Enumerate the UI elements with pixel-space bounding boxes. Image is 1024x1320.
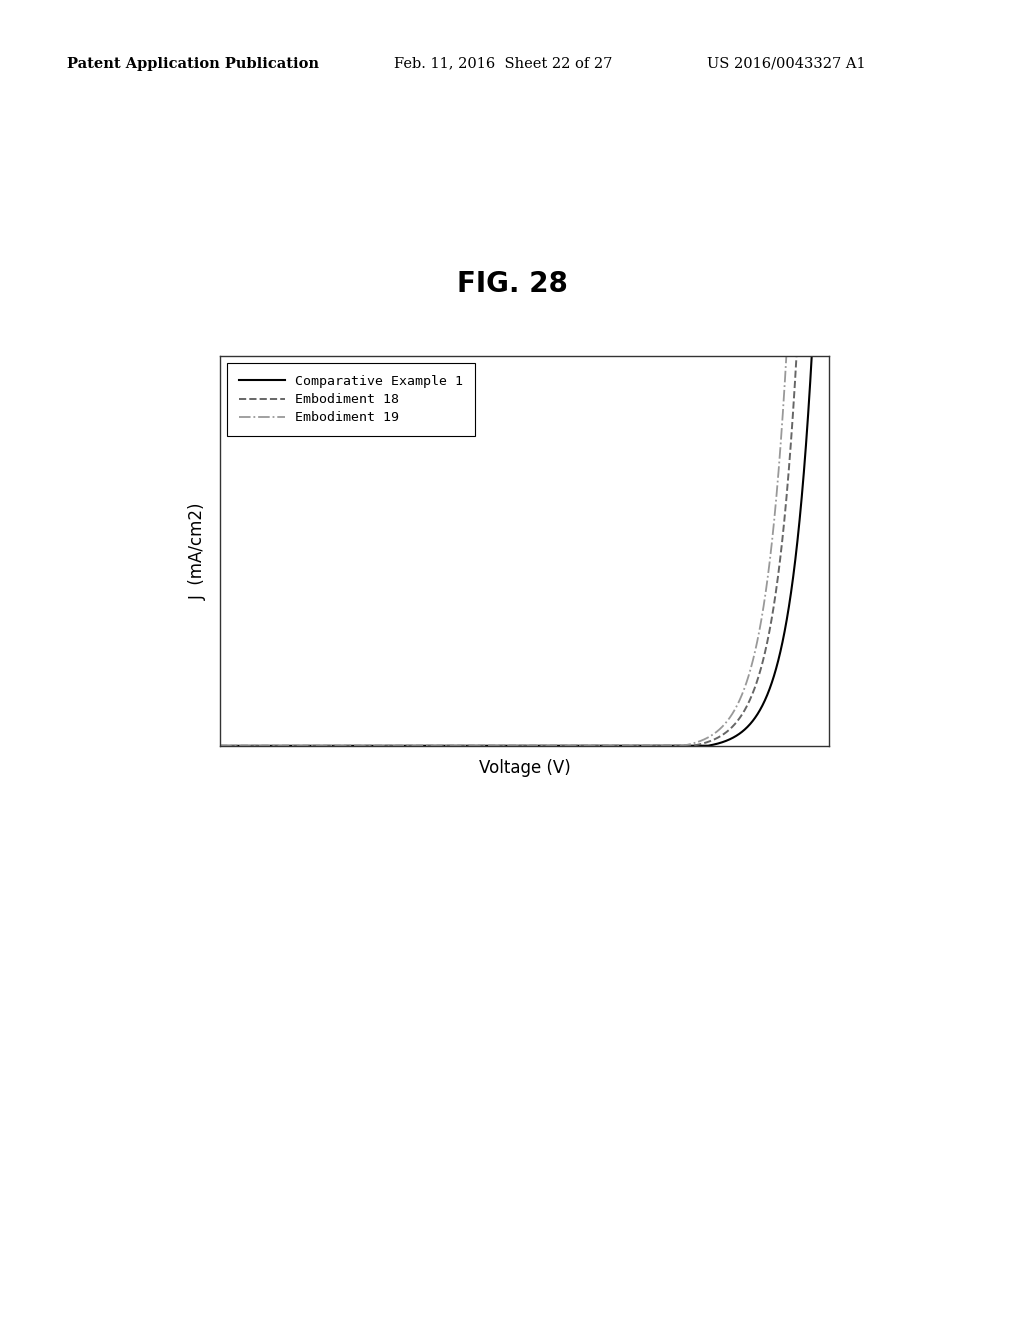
- Comparative Example 1: [245, 738, 257, 754]
- Embodiment 18: [214, 738, 226, 754]
- X-axis label: Voltage (V): Voltage (V): [479, 759, 570, 777]
- Y-axis label: J  (mA/cm2): J (mA/cm2): [189, 503, 207, 599]
- Embodiment 18: [693, 737, 706, 752]
- Comparative Example 1: [495, 738, 507, 754]
- Comparative Example 1: [808, 309, 820, 325]
- Embodiment 19: [510, 738, 522, 754]
- Comparative Example 1: [510, 738, 522, 754]
- Embodiment 19: [782, 309, 795, 325]
- Embodiment 19: [823, 309, 836, 325]
- Embodiment 18: [806, 309, 818, 325]
- Legend: Comparative Example 1, Embodiment 18, Embodiment 19: Comparative Example 1, Embodiment 18, Em…: [226, 363, 475, 437]
- Embodiment 19: [214, 738, 226, 754]
- Embodiment 18: [823, 309, 836, 325]
- Embodiment 19: [806, 309, 818, 325]
- Embodiment 19: [245, 738, 257, 754]
- Embodiment 18: [793, 309, 805, 325]
- Embodiment 18: [495, 738, 507, 754]
- Embodiment 19: [693, 733, 706, 748]
- Line: Embodiment 18: Embodiment 18: [220, 317, 829, 746]
- Text: Patent Application Publication: Patent Application Publication: [67, 57, 318, 71]
- Text: US 2016/0043327 A1: US 2016/0043327 A1: [707, 57, 865, 71]
- Comparative Example 1: [823, 309, 836, 325]
- Embodiment 18: [510, 738, 522, 754]
- Comparative Example 1: [805, 354, 817, 370]
- Embodiment 19: [806, 309, 818, 325]
- Comparative Example 1: [806, 348, 818, 364]
- Embodiment 18: [806, 309, 818, 325]
- Text: FIG. 28: FIG. 28: [457, 269, 567, 298]
- Line: Comparative Example 1: Comparative Example 1: [220, 317, 829, 746]
- Embodiment 19: [495, 738, 507, 754]
- Comparative Example 1: [693, 738, 706, 754]
- Text: Feb. 11, 2016  Sheet 22 of 27: Feb. 11, 2016 Sheet 22 of 27: [394, 57, 612, 71]
- Line: Embodiment 19: Embodiment 19: [220, 317, 829, 746]
- Comparative Example 1: [214, 738, 226, 754]
- Embodiment 18: [245, 738, 257, 754]
